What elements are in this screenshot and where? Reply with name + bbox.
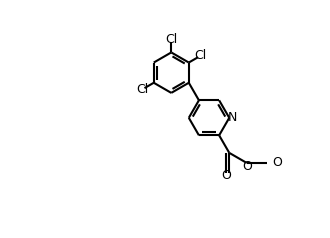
Text: O: O [242, 160, 252, 173]
Text: Cl: Cl [136, 83, 148, 96]
Text: O: O [272, 156, 281, 169]
Text: Cl: Cl [194, 50, 206, 63]
Text: Cl: Cl [165, 33, 178, 46]
Text: N: N [228, 111, 238, 124]
Text: O: O [221, 169, 231, 182]
